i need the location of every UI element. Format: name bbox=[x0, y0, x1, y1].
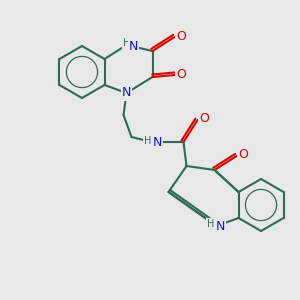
Text: N: N bbox=[129, 40, 138, 52]
Text: N: N bbox=[153, 136, 162, 148]
Text: O: O bbox=[177, 29, 187, 43]
Text: H: H bbox=[144, 136, 151, 146]
Text: H: H bbox=[123, 38, 130, 48]
Text: N: N bbox=[216, 220, 225, 232]
Text: O: O bbox=[200, 112, 209, 125]
Text: N: N bbox=[122, 86, 131, 100]
Text: O: O bbox=[177, 68, 187, 82]
Text: O: O bbox=[238, 148, 248, 161]
Text: H: H bbox=[207, 219, 214, 229]
